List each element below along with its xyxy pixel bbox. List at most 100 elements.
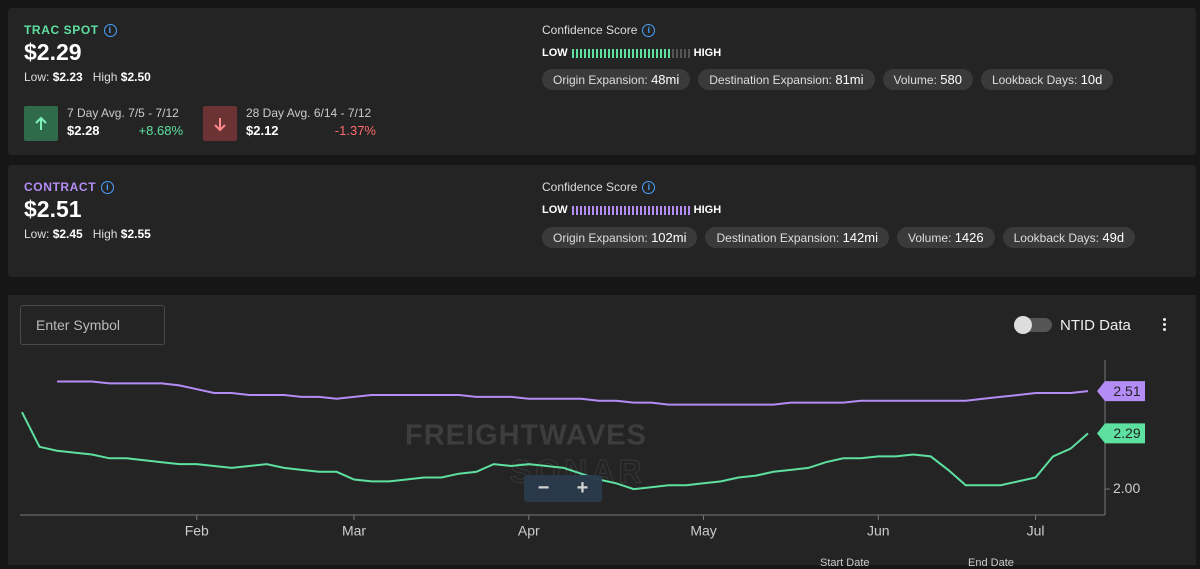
symbol-input[interactable]: Enter Symbol	[20, 305, 165, 345]
high-label: High	[92, 70, 118, 84]
menu-button[interactable]	[1163, 318, 1167, 331]
meter-tick	[575, 205, 578, 215]
meter-tick	[679, 205, 682, 215]
chip-label: Lookback Days:	[1013, 231, 1100, 245]
x-tick-label: May	[690, 523, 716, 539]
meter-tick	[587, 205, 590, 215]
confidence-title-text: Confidence Score	[542, 180, 638, 194]
toggle[interactable]	[1014, 316, 1052, 334]
series-line	[57, 380, 1089, 406]
last-value-label: 2.29	[1113, 425, 1140, 441]
price: $2.29	[24, 39, 82, 65]
average: 28 Day Avg. 6/14 - 7/12 $2.12 -1.37%	[246, 106, 376, 138]
meter-tick	[627, 48, 630, 58]
meter-tick	[631, 48, 634, 58]
arrow-icon	[35, 116, 47, 130]
high-label: High	[92, 227, 118, 241]
chip-value: 1426	[954, 230, 984, 245]
meter-tick	[667, 48, 670, 58]
chip: Origin Expansion: 102mi	[542, 227, 698, 248]
zoom-in[interactable]: +	[576, 477, 589, 499]
average-row: $2.12 -1.37%	[246, 123, 376, 138]
meter-tick	[675, 48, 678, 58]
chips: Origin Expansion: 102mi Destination Expan…	[542, 227, 1136, 248]
info-icon: i	[103, 24, 117, 37]
low-high: Low: $2.23 High $2.50	[24, 70, 151, 84]
meter-tick	[667, 205, 670, 215]
meter-tick	[639, 48, 642, 58]
average-value: $2.28	[67, 123, 100, 138]
average: 7 Day Avg. 7/5 - 7/12 $2.28 +8.68%	[67, 106, 183, 138]
chip-label: Destination Expansion:	[716, 231, 840, 245]
confidence-row: LOW HIGH	[542, 204, 721, 216]
confidence-title: Confidence Score i	[542, 23, 656, 37]
confidence-low: LOW	[542, 47, 568, 59]
zoom-out[interactable]: −	[537, 477, 550, 499]
average-title: 7 Day Avg. 7/5 - 7/12	[67, 106, 179, 120]
meter-tick	[619, 205, 622, 215]
zoom-controls: − +	[524, 475, 602, 502]
confidence-meter	[571, 205, 690, 215]
meter-tick	[599, 205, 602, 215]
chip: Lookback Days: 10d	[980, 69, 1114, 90]
price: $2.51	[24, 196, 82, 222]
chip-label: Destination Expansion:	[709, 73, 832, 87]
end-date-label: End Date	[968, 557, 1014, 569]
confidence-high: HIGH	[693, 47, 722, 59]
chip-value: 142mi	[842, 230, 878, 245]
chip: Lookback Days: 49d	[1002, 227, 1136, 248]
meter-tick	[583, 48, 586, 58]
chip-label: Volume:	[908, 231, 952, 245]
chip-value: 580	[940, 72, 962, 87]
meter-tick	[603, 48, 606, 58]
chip-label: Volume:	[893, 73, 937, 87]
meter-tick	[671, 48, 674, 58]
x-tick-label: Jun	[867, 523, 890, 539]
meter-tick	[595, 48, 598, 58]
contract-card: CONTRACT i $2.51 Low: $2.45 High $2.55 Confi…	[8, 165, 1196, 277]
meter-tick	[607, 48, 610, 58]
card-label: TRAC SPOT i	[24, 23, 117, 37]
meter-tick	[583, 205, 586, 215]
info-icon: i	[101, 181, 115, 194]
meter-tick	[615, 205, 618, 215]
chips: Origin Expansion: 48mi Destination Expans…	[542, 69, 1114, 90]
meter-tick	[631, 205, 634, 215]
meter-tick	[651, 48, 654, 58]
x-tick-label: Apr	[518, 523, 540, 539]
meter-tick	[683, 205, 686, 215]
chip-value: 102mi	[651, 230, 687, 245]
meter-tick	[623, 48, 626, 58]
meter-tick	[643, 48, 646, 58]
chip-label: Origin Expansion:	[553, 231, 648, 245]
confidence-title-text: Confidence Score	[542, 23, 638, 37]
meter-tick	[683, 48, 686, 58]
average-row: $2.28 +8.68%	[67, 123, 183, 138]
start-date-label: Start Date	[820, 557, 870, 569]
chip-value: 48mi	[651, 72, 680, 87]
low-label: Low:	[24, 227, 50, 241]
meter-tick	[579, 48, 582, 58]
chip-value: 10d	[1080, 72, 1103, 87]
arrow-icon	[214, 117, 226, 131]
chip: Volume: 580	[882, 69, 973, 90]
meter-tick	[595, 205, 598, 215]
meter-tick	[571, 205, 574, 215]
meter-tick	[687, 205, 690, 215]
meter-tick	[675, 205, 678, 215]
meter-tick	[607, 205, 610, 215]
meter-tick	[619, 48, 622, 58]
meter-tick	[659, 48, 662, 58]
meter-tick	[627, 205, 630, 215]
low-value: $2.23	[52, 70, 83, 84]
toggle-label: NTID Data	[1060, 317, 1131, 334]
meter-tick	[655, 48, 658, 58]
chip: Destination Expansion: 81mi	[698, 69, 875, 90]
average-change: -1.37%	[334, 123, 376, 138]
meter-tick	[647, 205, 650, 215]
meter-tick	[679, 48, 682, 58]
chip-label: Lookback Days:	[991, 73, 1078, 87]
card-label-text: TRAC SPOT	[24, 23, 99, 37]
meter-tick	[587, 48, 590, 58]
